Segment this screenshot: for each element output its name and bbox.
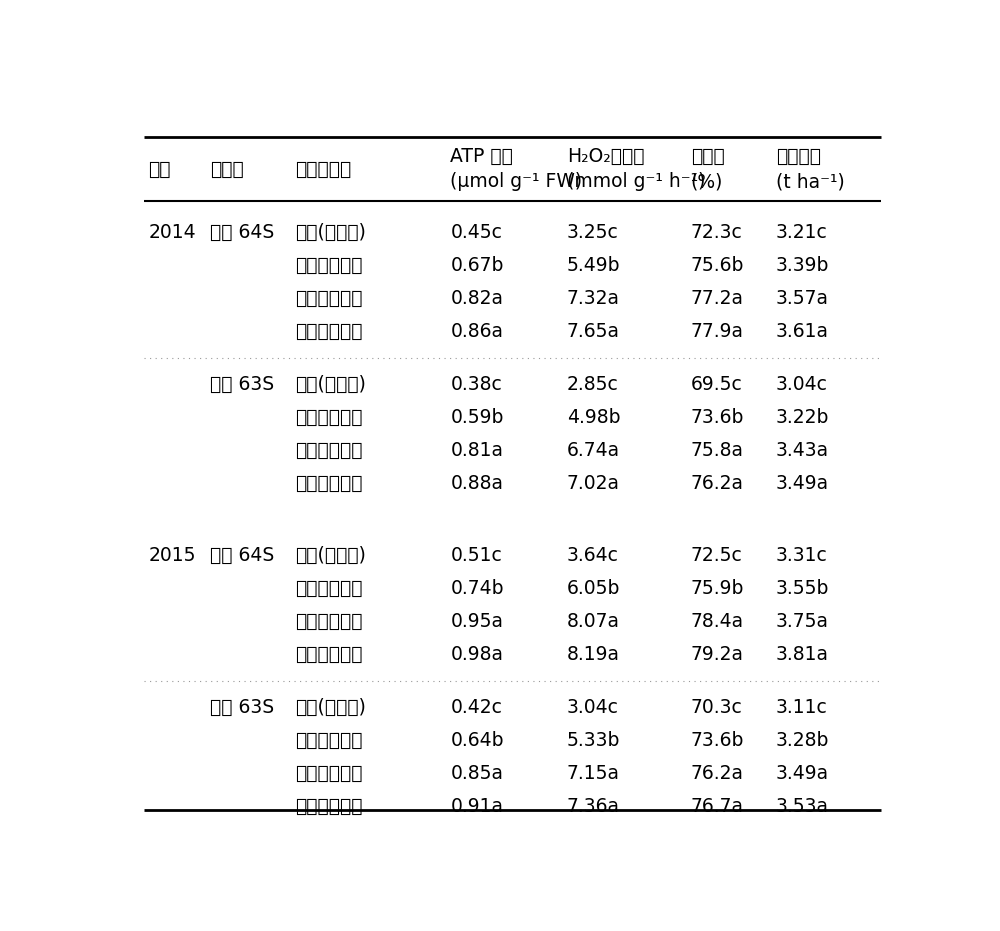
Text: 广占 63S: 广占 63S	[210, 698, 274, 717]
Text: 7.02a: 7.02a	[567, 474, 620, 492]
Text: 76.2a: 76.2a	[691, 474, 744, 492]
Text: 0.98a: 0.98a	[450, 645, 504, 664]
Text: 0.38c: 0.38c	[450, 374, 502, 394]
Text: 8.19a: 8.19a	[567, 645, 620, 664]
Text: 78.4a: 78.4a	[691, 612, 744, 631]
Text: 3.11c: 3.11c	[776, 698, 828, 717]
Text: 0.51c: 0.51c	[450, 546, 502, 565]
Text: 0.95a: 0.95a	[450, 612, 504, 631]
Text: 中浓度促进剂: 中浓度促进剂	[296, 764, 363, 783]
Text: 0.82a: 0.82a	[450, 289, 504, 307]
Text: (μmol g⁻¹ FW): (μmol g⁻¹ FW)	[450, 172, 583, 192]
Text: 75.8a: 75.8a	[691, 440, 744, 460]
Text: 0.67b: 0.67b	[450, 256, 504, 275]
Text: 77.9a: 77.9a	[691, 321, 744, 341]
Text: ATP 含量: ATP 含量	[450, 147, 513, 166]
Text: 3.75a: 3.75a	[776, 612, 829, 631]
Text: 低浓度促进剂: 低浓度促进剂	[296, 579, 363, 598]
Text: 0.64b: 0.64b	[450, 731, 504, 749]
Text: 对照(喷清水): 对照(喷清水)	[296, 223, 366, 242]
Text: 70.3c: 70.3c	[691, 698, 742, 717]
Text: 3.53a: 3.53a	[776, 797, 829, 816]
Text: 0.88a: 0.88a	[450, 474, 504, 492]
Text: 高浓度促进剂: 高浓度促进剂	[296, 645, 363, 664]
Text: 年份: 年份	[148, 159, 171, 179]
Text: 8.07a: 8.07a	[567, 612, 620, 631]
Text: 69.5c: 69.5c	[691, 374, 742, 394]
Text: 3.22b: 3.22b	[776, 408, 829, 426]
Text: 培矮 64S: 培矮 64S	[210, 223, 274, 242]
Text: 3.57a: 3.57a	[776, 289, 829, 307]
Text: 3.49a: 3.49a	[776, 474, 829, 492]
Text: 高浓度促进剂: 高浓度促进剂	[296, 321, 363, 341]
Text: 73.6b: 73.6b	[691, 731, 744, 749]
Text: 高浓度促进剂: 高浓度促进剂	[296, 797, 363, 816]
Text: 72.5c: 72.5c	[691, 546, 742, 565]
Text: H₂O₂酶活性: H₂O₂酶活性	[567, 147, 644, 166]
Text: 3.43a: 3.43a	[776, 440, 829, 460]
Text: 7.32a: 7.32a	[567, 289, 620, 307]
Text: 0.81a: 0.81a	[450, 440, 504, 460]
Text: 中浓度促进剂: 中浓度促进剂	[296, 289, 363, 307]
Text: 0.85a: 0.85a	[450, 764, 504, 783]
Text: 3.28b: 3.28b	[776, 731, 829, 749]
Text: 中浓度促进剂: 中浓度促进剂	[296, 612, 363, 631]
Text: 3.49a: 3.49a	[776, 764, 829, 783]
Text: 3.04c: 3.04c	[567, 698, 619, 717]
Text: 3.61a: 3.61a	[776, 321, 829, 341]
Text: 76.7a: 76.7a	[691, 797, 744, 816]
Text: 低浓度促进剂: 低浓度促进剂	[296, 256, 363, 275]
Text: 4.98b: 4.98b	[567, 408, 620, 426]
Text: 76.2a: 76.2a	[691, 764, 744, 783]
Text: 3.64c: 3.64c	[567, 546, 619, 565]
Text: 3.21c: 3.21c	[776, 223, 828, 242]
Text: 75.9b: 75.9b	[691, 579, 744, 598]
Text: 广占 63S: 广占 63S	[210, 374, 274, 394]
Text: 3.55b: 3.55b	[776, 579, 829, 598]
Text: 低浓度促进剂: 低浓度促进剂	[296, 731, 363, 749]
Text: 6.74a: 6.74a	[567, 440, 620, 460]
Text: 对照(喷清水): 对照(喷清水)	[296, 546, 366, 565]
Text: (t ha⁻¹): (t ha⁻¹)	[776, 172, 845, 192]
Text: 不育系: 不育系	[210, 159, 244, 179]
Text: 结实率: 结实率	[691, 147, 724, 166]
Text: 2.85c: 2.85c	[567, 374, 618, 394]
Text: 77.2a: 77.2a	[691, 289, 744, 307]
Text: 对照(喷清水): 对照(喷清水)	[296, 374, 366, 394]
Text: 6.05b: 6.05b	[567, 579, 620, 598]
Text: 3.04c: 3.04c	[776, 374, 828, 394]
Text: 3.25c: 3.25c	[567, 223, 618, 242]
Text: 7.65a: 7.65a	[567, 321, 620, 341]
Text: 72.3c: 72.3c	[691, 223, 742, 242]
Text: 7.15a: 7.15a	[567, 764, 620, 783]
Text: 培矮 64S: 培矮 64S	[210, 546, 274, 565]
Text: 0.91a: 0.91a	[450, 797, 504, 816]
Text: 中浓度促进剂: 中浓度促进剂	[296, 440, 363, 460]
Text: 促进剂处理: 促进剂处理	[296, 159, 352, 179]
Text: 5.49b: 5.49b	[567, 256, 620, 275]
Text: 5.33b: 5.33b	[567, 731, 620, 749]
Text: 75.6b: 75.6b	[691, 256, 744, 275]
Text: 低浓度促进剂: 低浓度促进剂	[296, 408, 363, 426]
Text: 高浓度促进剂: 高浓度促进剂	[296, 474, 363, 492]
Text: (mmol g⁻¹ h⁻¹): (mmol g⁻¹ h⁻¹)	[567, 172, 705, 192]
Text: 0.45c: 0.45c	[450, 223, 502, 242]
Text: 2014: 2014	[148, 223, 196, 242]
Text: 籽粒产量: 籽粒产量	[776, 147, 821, 166]
Text: 3.31c: 3.31c	[776, 546, 828, 565]
Text: 3.81a: 3.81a	[776, 645, 829, 664]
Text: 73.6b: 73.6b	[691, 408, 744, 426]
Text: 3.39b: 3.39b	[776, 256, 829, 275]
Text: 79.2a: 79.2a	[691, 645, 744, 664]
Text: 2015: 2015	[148, 546, 196, 565]
Text: 7.36a: 7.36a	[567, 797, 620, 816]
Text: 0.59b: 0.59b	[450, 408, 504, 426]
Text: 0.86a: 0.86a	[450, 321, 504, 341]
Text: 0.42c: 0.42c	[450, 698, 502, 717]
Text: 对照(喷清水): 对照(喷清水)	[296, 698, 366, 717]
Text: 0.74b: 0.74b	[450, 579, 504, 598]
Text: (%): (%)	[691, 172, 723, 192]
